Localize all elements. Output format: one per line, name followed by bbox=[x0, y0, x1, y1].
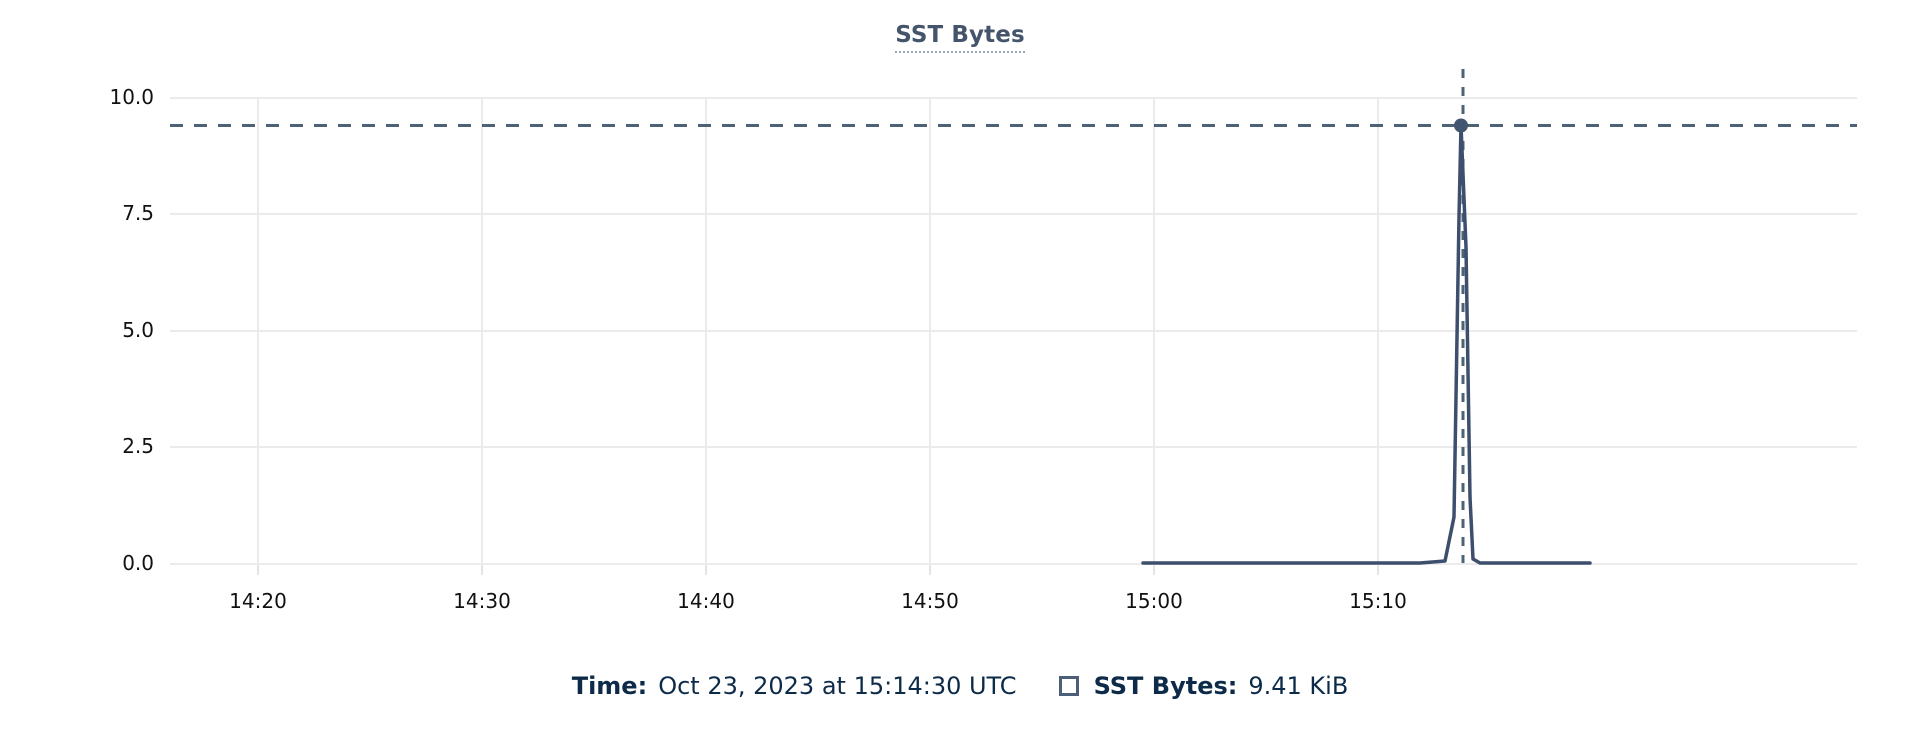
gridline-v-1430 bbox=[481, 97, 483, 563]
gridline-h-2-5 bbox=[170, 446, 1857, 448]
x-tick-label-1440: 14:40 bbox=[677, 589, 735, 613]
legend-series-value: 9.41 KiB bbox=[1248, 672, 1349, 700]
x-tick-mark-1440 bbox=[705, 563, 707, 575]
series-canvas bbox=[170, 69, 1857, 565]
x-tick-mark-1420 bbox=[257, 563, 259, 575]
gridline-v-1450 bbox=[929, 97, 931, 563]
gridline-v-1440 bbox=[705, 97, 707, 563]
x-tick-label-1450: 14:50 bbox=[901, 589, 959, 613]
x-tick-mark-1450 bbox=[929, 563, 931, 575]
x-tick-label-1500: 15:00 bbox=[1125, 589, 1183, 613]
y-tick-label-2-5: 2.5 bbox=[122, 434, 154, 458]
x-tick-mark-1510 bbox=[1377, 563, 1379, 575]
x-tick-label-1430: 14:30 bbox=[453, 589, 511, 613]
x-tick-label-1510: 15:10 bbox=[1349, 589, 1407, 613]
gridline-h-5-0 bbox=[170, 330, 1857, 332]
chart-title-text: SST Bytes bbox=[895, 22, 1025, 53]
gridline-h-7-5 bbox=[170, 213, 1857, 215]
gridline-v-1500 bbox=[1153, 97, 1155, 563]
chart-tooltip-footer: Time: Oct 23, 2023 at 15:14:30 UTC SST B… bbox=[0, 672, 1920, 700]
x-tick-label-1420: 14:20 bbox=[229, 589, 287, 613]
chart-title: SST Bytes bbox=[0, 22, 1920, 53]
series-line-sst-bytes bbox=[1141, 123, 1592, 565]
gridline-h-0-0 bbox=[170, 563, 1857, 565]
legend-item-sst-bytes[interactable]: SST Bytes: 9.41 KiB bbox=[1058, 672, 1349, 700]
highlight-point-marker[interactable] bbox=[1454, 118, 1468, 133]
x-tick-mark-1500 bbox=[1153, 563, 1155, 575]
tooltip-time-value: Oct 23, 2023 at 15:14:30 UTC bbox=[658, 672, 1017, 700]
legend-swatch-icon bbox=[1058, 676, 1079, 696]
y-tick-label-10-0: 10.0 bbox=[109, 85, 154, 109]
legend-series-label: SST Bytes: bbox=[1093, 672, 1238, 700]
x-tick-mark-1430 bbox=[481, 563, 483, 575]
gridline-h-10-0 bbox=[170, 97, 1857, 99]
tooltip-time-label: Time: bbox=[571, 672, 648, 700]
y-tick-label-0-0: 0.0 bbox=[122, 551, 154, 575]
gridline-v-1420 bbox=[257, 97, 259, 563]
tooltip-time-group: Time: Oct 23, 2023 at 15:14:30 UTC bbox=[572, 672, 1017, 700]
y-tick-label-5-0: 5.0 bbox=[122, 318, 154, 342]
y-tick-label-7-5: 7.5 bbox=[122, 201, 154, 225]
plot-area[interactable] bbox=[170, 69, 1857, 565]
gridline-v-1510 bbox=[1377, 97, 1379, 563]
